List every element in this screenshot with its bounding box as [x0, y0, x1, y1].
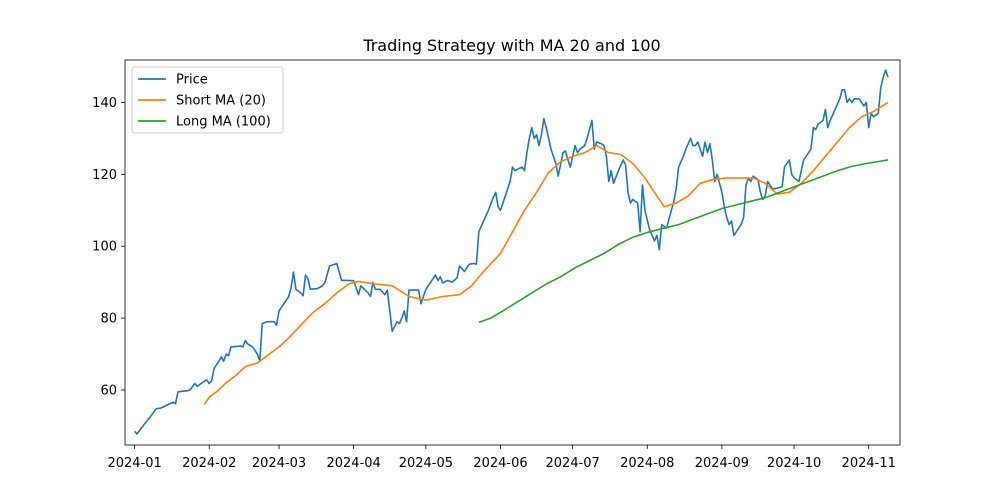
x-axis: 2024-01 2024-02 2024-03 2024-04 2024-05 2024-…	[107, 445, 896, 471]
x-tick-label: 2024-08	[620, 456, 674, 471]
x-tick-label: 2024-02	[182, 456, 236, 471]
series-line-long-ma-100	[478, 159, 889, 324]
legend-label-short-ma-20: Short MA (20)	[176, 94, 266, 109]
legend: Price Short MA (20) Long MA (100)	[131, 66, 284, 134]
chart-title: Trading Strategy with MA 20 and 100	[362, 36, 660, 55]
x-tick-label: 2024-04	[326, 456, 380, 471]
y-axis: 60 80 100 120 140	[92, 96, 125, 399]
x-tick-label: 2024-11	[842, 456, 896, 471]
x-tick-label: 2024-06	[473, 456, 527, 471]
y-tick-label: 140	[92, 96, 117, 111]
series-line-price	[134, 69, 889, 435]
x-tick-label: 2024-07	[546, 456, 600, 471]
legend-label-long-ma-100: Long MA (100)	[176, 115, 271, 130]
x-tick-label: 2024-09	[695, 456, 749, 471]
x-tick-label: 2024-05	[399, 456, 453, 471]
x-tick-label: 2024-10	[767, 456, 821, 471]
y-tick-label: 100	[92, 240, 117, 255]
y-tick-label: 80	[100, 312, 117, 327]
legend-box	[131, 66, 284, 134]
legend-label-price: Price	[176, 73, 208, 88]
series-lines	[134, 69, 889, 435]
plot-area	[124, 59, 901, 446]
y-tick-label: 120	[92, 168, 117, 183]
y-tick-label: 60	[100, 384, 117, 399]
series-line-short-ma-20	[203, 101, 889, 405]
x-tick-label: 2024-03	[252, 456, 306, 471]
x-tick-label: 2024-01	[107, 456, 161, 471]
plot-frame	[124, 59, 901, 446]
